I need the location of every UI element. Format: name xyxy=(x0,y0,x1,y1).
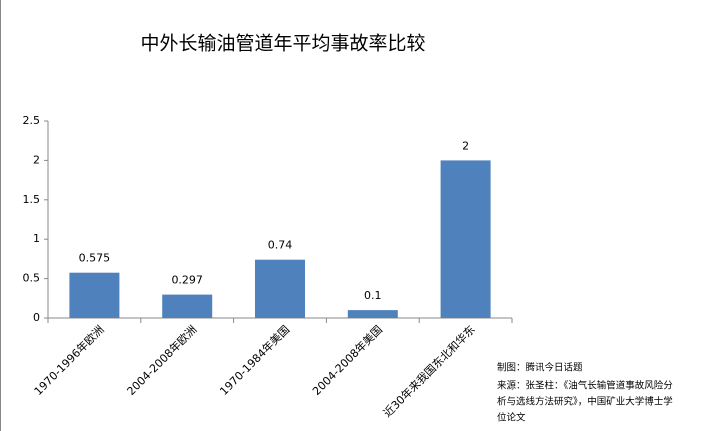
value-label: 0.74 xyxy=(268,239,293,252)
value-label: 0.575 xyxy=(79,252,111,265)
y-tick-label: 2.5 xyxy=(23,114,41,127)
value-label: 2 xyxy=(462,139,469,152)
bar xyxy=(347,310,398,318)
bar xyxy=(162,294,213,318)
bar xyxy=(255,259,305,318)
y-tick-label: 0.5 xyxy=(23,272,41,285)
y-tick-label: 1.5 xyxy=(23,193,41,206)
source-note: 制图：腾讯今日话题 xyxy=(497,362,583,374)
bar xyxy=(440,160,491,318)
source-note: 位论文 xyxy=(497,412,526,424)
y-tick-label: 1 xyxy=(33,232,40,245)
y-tick-label: 2 xyxy=(33,153,40,166)
source-note: 来源：张圣柱：《油气长输管道事故风险分 xyxy=(497,380,673,392)
bar xyxy=(69,272,120,318)
value-label: 0.297 xyxy=(171,274,203,287)
value-label: 0.1 xyxy=(364,289,382,302)
chart-title: 中外长输油管道年平均事故率比较 xyxy=(140,33,425,55)
source-note: 析与选线方法研究》，中国矿业大学博士学 xyxy=(497,396,673,408)
y-tick-label: 0 xyxy=(33,311,40,324)
